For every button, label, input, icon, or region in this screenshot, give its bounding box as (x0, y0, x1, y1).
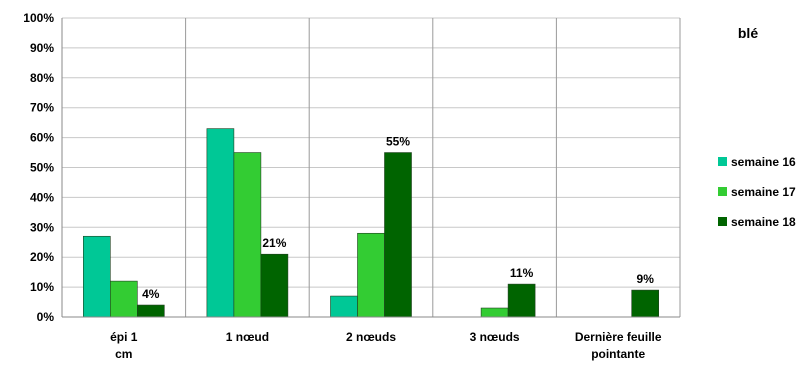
x-tick-label-line: cm (115, 347, 132, 361)
category-separators (185, 18, 681, 317)
legend-label: semaine 17 (731, 185, 796, 199)
bar (260, 253, 289, 318)
data-label: 9% (637, 272, 655, 286)
data-label: 55% (386, 135, 410, 149)
y-tick-label: 80% (30, 71, 54, 85)
bar (206, 128, 235, 318)
y-tick-label: 40% (30, 190, 54, 204)
x-tick-label: 1 nœud (226, 330, 269, 344)
legend-swatch (718, 217, 727, 226)
data-label: 21% (262, 236, 286, 250)
bars (83, 128, 660, 318)
x-tick-label: Dernière feuille pointante (575, 330, 662, 361)
bar (357, 232, 385, 318)
y-tick-label: 90% (30, 41, 54, 55)
bar (330, 295, 358, 318)
legend-swatch (718, 157, 727, 166)
chart-title: blé (738, 25, 758, 41)
x-tick-label-line: Dernière feuille (575, 330, 662, 344)
legend: semaine 16 semaine 17 semaine 18 (718, 155, 796, 229)
legend-swatch (718, 187, 727, 196)
gridlines (62, 17, 680, 288)
x-tick-label-line: épi 1 (110, 330, 138, 344)
x-tick-label: 2 nœuds (346, 330, 396, 344)
legend-label: semaine 18 (731, 215, 796, 229)
bar (137, 304, 165, 318)
bar (507, 283, 536, 318)
bar (233, 152, 262, 318)
data-labels: 4% 21% 55% 11% 9% (142, 135, 654, 301)
y-tick-label: 100% (23, 11, 54, 25)
x-tick-label-line: pointante (591, 347, 645, 361)
data-label: 11% (510, 266, 534, 280)
y-tick-label: 20% (30, 250, 54, 264)
data-label: 4% (142, 287, 160, 301)
y-tick-label: 60% (30, 131, 54, 145)
x-tick-labels: épi 1 cm 1 nœud 2 nœuds 3 nœuds Dernière feui… (110, 330, 662, 361)
y-tick-label: 70% (30, 101, 54, 115)
bar (631, 289, 660, 318)
bar (110, 280, 138, 318)
x-tick-label: épi 1 cm (110, 330, 138, 361)
y-tick-label: 10% (30, 280, 54, 294)
bar (83, 235, 111, 318)
y-tick-label: 30% (30, 220, 54, 234)
y-tick-label: 50% (30, 161, 54, 175)
legend-label: semaine 16 (731, 155, 796, 169)
y-tick-labels: 0% 10% 20% 30% 40% 50% 60% 70% 80% 90% 100% (23, 11, 54, 324)
bar (384, 152, 412, 318)
axes (61, 18, 680, 318)
y-tick-label: 0% (37, 310, 55, 324)
bar (480, 307, 509, 318)
x-tick-label: 3 nœuds (470, 330, 520, 344)
